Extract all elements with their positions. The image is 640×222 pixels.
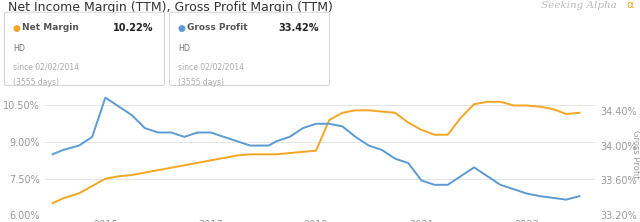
Text: α: α [626,0,634,10]
Text: Seeking Alpha: Seeking Alpha [541,1,616,10]
Text: since 02/02/2014: since 02/02/2014 [13,62,79,71]
Text: Net Income Margin (TTM), Gross Profit Margin (TTM): Net Income Margin (TTM), Gross Profit Ma… [8,1,333,14]
Text: ●: ● [13,24,20,34]
Text: (3555 days): (3555 days) [178,78,224,87]
Text: 10.22%: 10.22% [113,23,154,33]
Y-axis label: Gross Profit: Gross Profit [630,130,639,178]
Text: ●: ● [178,24,186,34]
Text: 33.42%: 33.42% [278,23,319,33]
Text: HD: HD [178,44,190,54]
Text: Net Margin: Net Margin [22,23,79,32]
Text: (3555 days): (3555 days) [13,78,59,87]
Text: since 02/02/2014: since 02/02/2014 [178,62,244,71]
Text: Gross Profit: Gross Profit [187,23,248,32]
Text: HD: HD [13,44,25,54]
